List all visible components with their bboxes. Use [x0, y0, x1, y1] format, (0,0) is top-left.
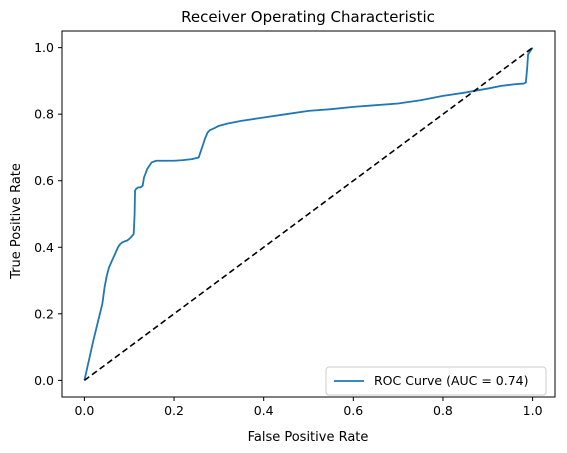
- legend-label: ROC Curve (AUC = 0.74): [374, 373, 529, 388]
- diagonal-reference-line: [83, 46, 534, 382]
- chart-title: Receiver Operating Characteristic: [181, 8, 435, 26]
- x-tick-label: 0.8: [433, 403, 453, 418]
- x-tick-label: 0.0: [74, 403, 94, 418]
- y-tick-label: 0.6: [34, 173, 54, 188]
- y-tick-label: 0.2: [34, 306, 54, 321]
- y-tick-label: 0.8: [34, 107, 54, 122]
- x-axis-label: False Positive Rate: [248, 430, 369, 445]
- plot-area: 0.0 0.2 0.4 0.6 0.8 1.0 0.0 0.2 0.4 0.6 0.8 1.0: [34, 30, 556, 418]
- roc-curve-line: [83, 47, 534, 381]
- y-tick-label: 0.4: [34, 240, 54, 255]
- y-tick-label: 0.0: [34, 373, 54, 388]
- plot-frame: [61, 30, 556, 398]
- legend-box: [325, 366, 547, 396]
- x-tick-label: 0.4: [254, 403, 274, 418]
- y-tick-label: 1.0: [34, 40, 54, 55]
- x-tick-label: 1.0: [523, 403, 543, 418]
- x-tick-label: 0.2: [164, 403, 184, 418]
- x-tick-label: 0.6: [343, 403, 363, 418]
- legend: ROC Curve (AUC = 0.74): [325, 366, 547, 396]
- y-axis-label: True Positive Rate: [9, 163, 24, 280]
